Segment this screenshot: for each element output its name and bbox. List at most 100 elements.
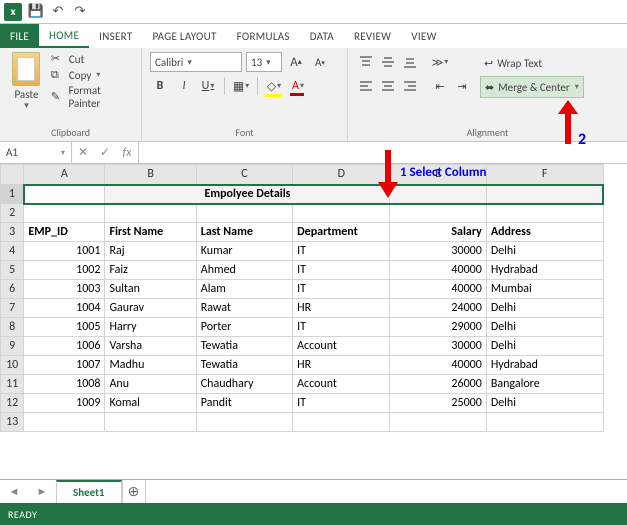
header-firstname[interactable]: First Name xyxy=(105,223,196,242)
cell-empid[interactable]: 1006 xyxy=(24,337,105,356)
cell-address[interactable]: Bangalore xyxy=(486,375,603,394)
cell-empid[interactable]: 1003 xyxy=(24,280,105,299)
sheet-nav-prev[interactable]: ◄ xyxy=(0,485,28,498)
col-header-C[interactable]: C xyxy=(196,165,292,185)
col-header-B[interactable]: B xyxy=(105,165,196,185)
cell-firstname[interactable]: Varsha xyxy=(105,337,196,356)
cell-lastname[interactable]: Tewatia xyxy=(196,356,292,375)
cell-lastname[interactable]: Rawat xyxy=(196,299,292,318)
sheet-nav-next[interactable]: ► xyxy=(28,485,56,498)
fill-color-button[interactable]: ◇▾ xyxy=(264,76,284,96)
font-name-combo[interactable]: Calibri▾ xyxy=(150,52,242,72)
cell-dept[interactable]: Account xyxy=(293,375,390,394)
row-header-2[interactable]: 2 xyxy=(1,204,24,223)
col-header-F[interactable]: F xyxy=(486,165,603,185)
cell-address[interactable]: Delhi xyxy=(486,337,603,356)
row-header[interactable]: 5 xyxy=(1,261,24,280)
cell-firstname[interactable]: Harry xyxy=(105,318,196,337)
merged-title-cell[interactable]: Empolyee Details xyxy=(105,185,390,204)
cell-empid[interactable]: 1002 xyxy=(24,261,105,280)
tab-page-layout[interactable]: PAGE LAYOUT xyxy=(142,24,226,48)
col-header-D[interactable]: D xyxy=(293,165,390,185)
wrap-text-button[interactable]: ↩Wrap Text xyxy=(480,52,584,74)
cell[interactable] xyxy=(24,204,105,223)
cell-firstname[interactable]: Faiz xyxy=(105,261,196,280)
header-empid[interactable]: EMP_ID xyxy=(24,223,105,242)
cell-dept[interactable]: IT xyxy=(293,394,390,413)
orientation-button[interactable]: ≫▾ xyxy=(430,52,450,72)
cell-lastname[interactable]: Ahmed xyxy=(196,261,292,280)
header-address[interactable]: Address xyxy=(486,223,603,242)
cell-empid[interactable]: 1009 xyxy=(24,394,105,413)
row-header[interactable]: 10 xyxy=(1,356,24,375)
tab-file[interactable]: FILE xyxy=(0,24,39,48)
cancel-icon[interactable]: ✕ xyxy=(72,145,94,160)
tab-formulas[interactable]: FORMULAS xyxy=(227,24,300,48)
cell-address[interactable]: Delhi xyxy=(486,299,603,318)
row-header[interactable]: 9 xyxy=(1,337,24,356)
align-center-button[interactable] xyxy=(378,76,398,96)
cell-empid[interactable]: 1008 xyxy=(24,375,105,394)
cell-firstname[interactable]: Raj xyxy=(105,242,196,261)
cell-A1[interactable] xyxy=(24,185,105,204)
cell-address[interactable]: Hydrabad xyxy=(486,261,603,280)
align-right-button[interactable] xyxy=(400,76,420,96)
cell-salary[interactable]: 25000 xyxy=(390,394,486,413)
cell-salary[interactable]: 24000 xyxy=(390,299,486,318)
font-color-button[interactable]: A▾ xyxy=(288,76,308,96)
header-department[interactable]: Department xyxy=(293,223,390,242)
italic-button[interactable]: I xyxy=(174,76,194,96)
cell-E1[interactable] xyxy=(390,185,486,204)
cell-address[interactable]: Delhi xyxy=(486,394,603,413)
tab-insert[interactable]: INSERT xyxy=(89,24,142,48)
header-salary[interactable]: Salary xyxy=(390,223,486,242)
cell-firstname[interactable]: Sultan xyxy=(105,280,196,299)
cell-empid[interactable]: 1001 xyxy=(24,242,105,261)
cell-address[interactable]: Mumbai xyxy=(486,280,603,299)
row-header[interactable]: 11 xyxy=(1,375,24,394)
cut-button[interactable]: ✂Cut xyxy=(51,52,133,66)
cell-dept[interactable]: HR xyxy=(293,356,390,375)
cell-dept[interactable]: IT xyxy=(293,261,390,280)
row-header[interactable]: 6 xyxy=(1,280,24,299)
align-top-button[interactable] xyxy=(356,52,376,72)
increase-font-button[interactable]: A▴ xyxy=(286,52,306,72)
row-header[interactable]: 7 xyxy=(1,299,24,318)
cell-empid[interactable]: 1007 xyxy=(24,356,105,375)
row-header-1[interactable]: 1 xyxy=(1,185,24,204)
align-left-button[interactable] xyxy=(356,76,376,96)
tab-home[interactable]: HOME xyxy=(39,24,89,48)
decrease-font-button[interactable]: A▾ xyxy=(310,52,330,72)
sheet-tab-1[interactable]: Sheet1 xyxy=(56,480,122,504)
cell-firstname[interactable]: Madhu xyxy=(105,356,196,375)
cell-salary[interactable]: 30000 xyxy=(390,337,486,356)
cell-address[interactable]: Delhi xyxy=(486,318,603,337)
border-button[interactable]: ▦▾ xyxy=(231,76,251,96)
cell-firstname[interactable]: Gaurav xyxy=(105,299,196,318)
cell-salary[interactable]: 30000 xyxy=(390,242,486,261)
cell-dept[interactable]: IT xyxy=(293,242,390,261)
paste-button[interactable]: Paste ▼ xyxy=(8,52,45,111)
cell-empid[interactable]: 1005 xyxy=(24,318,105,337)
cell-empid[interactable]: 1004 xyxy=(24,299,105,318)
cell-dept[interactable]: HR xyxy=(293,299,390,318)
cell-salary[interactable]: 40000 xyxy=(390,261,486,280)
add-sheet-button[interactable]: ⊕ xyxy=(122,480,146,504)
row-header[interactable]: 8 xyxy=(1,318,24,337)
cell-address[interactable]: Hydrabad xyxy=(486,356,603,375)
cell-lastname[interactable]: Tewatia xyxy=(196,337,292,356)
header-lastname[interactable]: Last Name xyxy=(196,223,292,242)
decrease-indent-button[interactable]: ⇤ xyxy=(430,76,450,96)
cell-firstname[interactable]: Anu xyxy=(105,375,196,394)
underline-button[interactable]: U▾ xyxy=(198,76,218,96)
increase-indent-button[interactable]: ⇥ xyxy=(452,76,472,96)
cell-dept[interactable]: IT xyxy=(293,318,390,337)
align-bottom-button[interactable] xyxy=(400,52,420,72)
row-header-3[interactable]: 3 xyxy=(1,223,24,242)
enter-icon[interactable]: ✓ xyxy=(94,145,116,160)
cell-salary[interactable]: 29000 xyxy=(390,318,486,337)
row-header[interactable]: 4 xyxy=(1,242,24,261)
format-painter-button[interactable]: ✎Format Painter xyxy=(51,84,133,110)
cell-salary[interactable]: 40000 xyxy=(390,280,486,299)
copy-button[interactable]: ⧉Copy▾ xyxy=(51,68,133,82)
